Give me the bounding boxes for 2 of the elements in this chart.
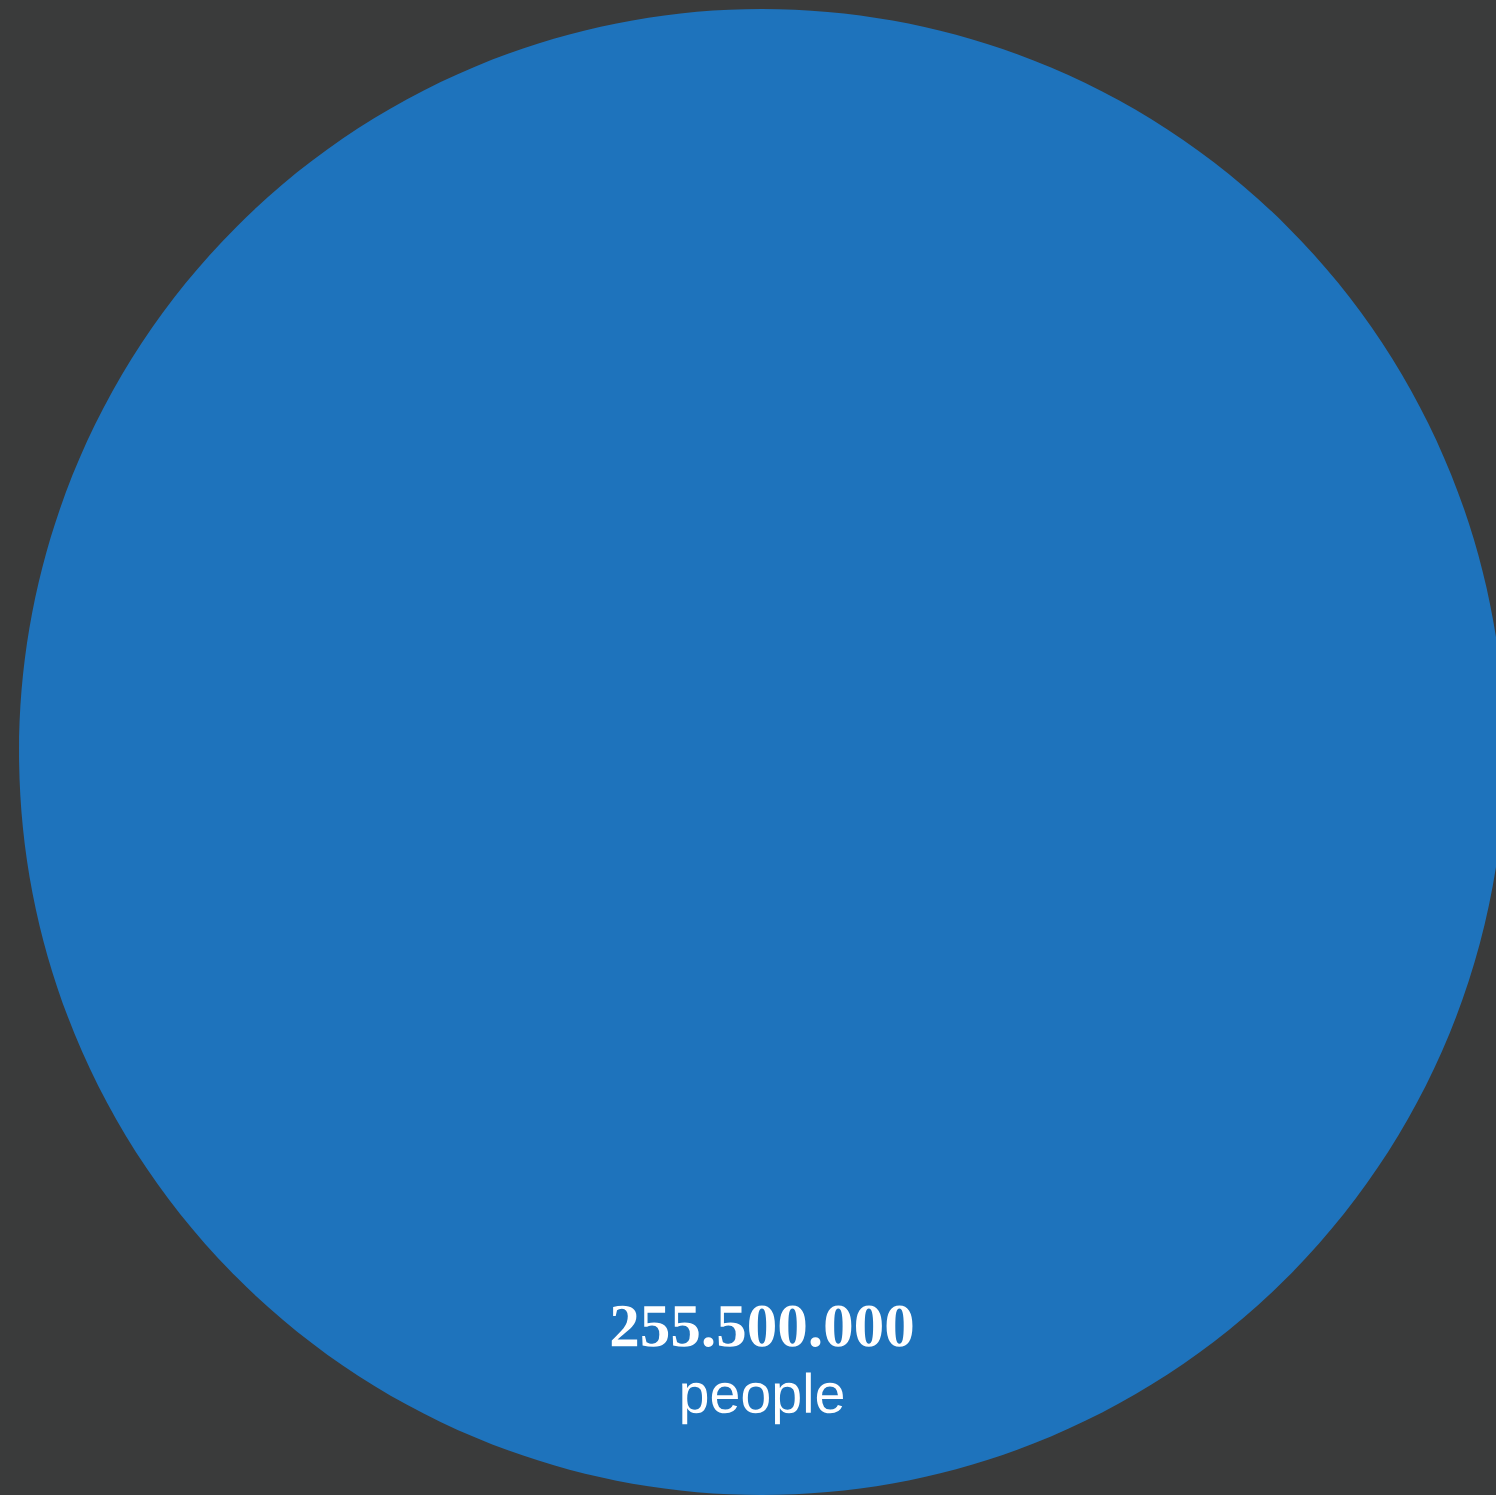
text: people [682, 1372, 843, 1425]
data-label: 255.500.000 [611, 1305, 913, 1348]
